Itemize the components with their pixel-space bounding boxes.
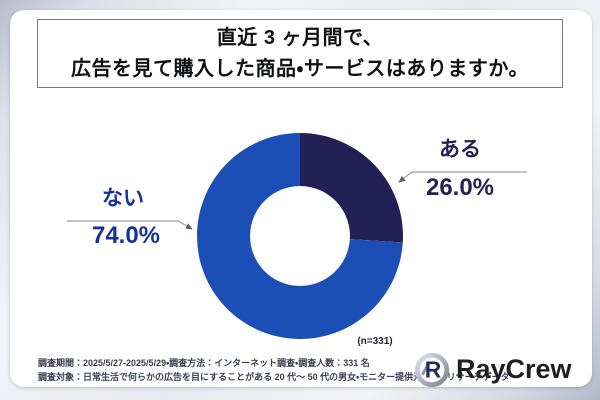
survey-note-line2: 調査対象：日常生活で何らかの広告を目にすることがある 20 代～ 50 代の男女… bbox=[38, 372, 510, 382]
segment-label-aru: ある bbox=[439, 138, 481, 161]
segment-label-nai: ない bbox=[102, 187, 144, 210]
question-title-line2: 広告を見て購入した商品・サービスはありますか。 bbox=[71, 57, 529, 80]
donut-segment-0 bbox=[300, 133, 404, 243]
survey-notes: 調査期間：2025/5/27-2025/5/29・調査方法：インターネット調査・… bbox=[38, 356, 510, 384]
logo-mark-letter: R bbox=[425, 357, 442, 383]
donut-segments bbox=[197, 133, 404, 339]
segment-value-aru: 26.0% bbox=[425, 174, 495, 201]
callout-line-aru bbox=[398, 171, 527, 183]
logo-wordmark: RayCrew bbox=[456, 354, 572, 384]
raycrew-logo-icon: R bbox=[414, 352, 450, 388]
question-title-line1: 直近 3 ヶ月間で、 bbox=[216, 26, 384, 49]
sample-size-label: (n=331) bbox=[357, 336, 393, 347]
donut-segment-1 bbox=[197, 133, 403, 339]
raycrew-logo: R RayCrew bbox=[412, 348, 587, 390]
survey-note-line1: 調査期間：2025/5/27-2025/5/29・調査方法：インターネット調査・… bbox=[38, 358, 370, 368]
question-title-box: 直近 3 ヶ月間で、 広告を見て購入した商品・サービスはありますか。 bbox=[37, 19, 563, 88]
callout-line-nai bbox=[67, 220, 193, 230]
segment-value-nai: 74.0% bbox=[91, 222, 161, 249]
